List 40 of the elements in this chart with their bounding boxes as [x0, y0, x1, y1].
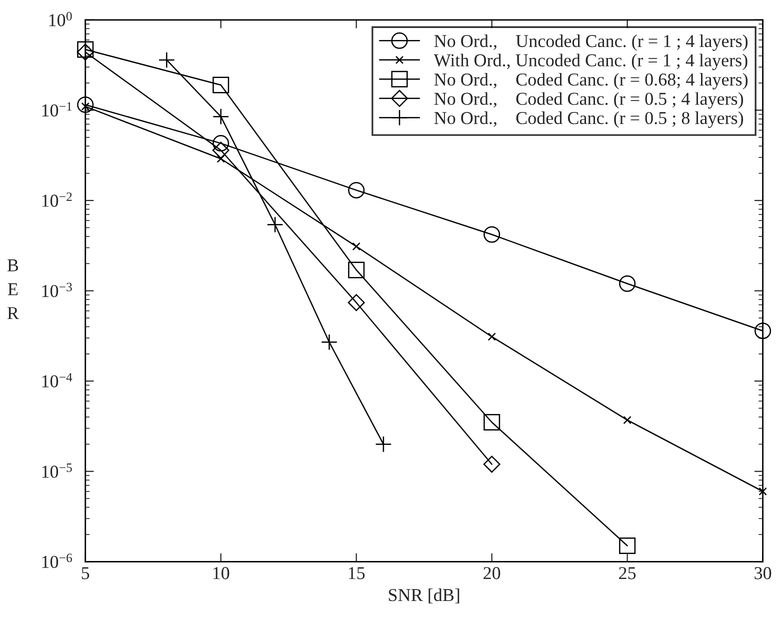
point — [758, 487, 767, 496]
point — [623, 416, 632, 424]
y-axis-title: BER — [7, 259, 19, 320]
point — [348, 182, 365, 198]
y-tick-label: 10$^{−4}$ — [42, 373, 72, 388]
y-tick-label: 10$^{−1}$ — [42, 102, 72, 117]
y-tick-label: 10$^{0}$ — [49, 12, 72, 26]
legend-label: No Ord., Uncoded Canc. (r = 1 ; 4 layers) — [434, 34, 748, 51]
point — [77, 41, 94, 58]
y-tick-label: 10$^{−2}$ — [42, 192, 72, 207]
point — [216, 154, 225, 163]
x-tick-label: 30 — [754, 567, 772, 580]
point — [212, 76, 230, 94]
point — [212, 142, 230, 159]
legend-label: No Ord., Coded Canc. (r = 0.5 ; 4 layers) — [434, 92, 744, 109]
point — [484, 414, 500, 431]
x-tick-label: 15 — [348, 567, 365, 580]
legend-label: With Ord., Uncoded Canc. (r = 1 ; 4 layers) — [434, 54, 748, 70]
point — [483, 456, 500, 473]
y-tick-label: 10$^{−6}$ — [42, 554, 72, 568]
point — [212, 135, 230, 152]
point — [348, 262, 365, 278]
point — [488, 332, 496, 341]
legend-label: No Ord., Coded Canc. (r = 0.68; 4 layers) — [434, 72, 748, 90]
legend-label: No Ord., Coded Canc. (r = 0.5 ; 8 layers) — [434, 111, 744, 128]
point — [484, 226, 500, 243]
x-tick-label: 5 — [82, 567, 90, 580]
x-tick-label: 10 — [213, 567, 230, 580]
point — [619, 538, 636, 554]
point — [76, 44, 94, 61]
y-tick-label: 10$^{−5}$ — [42, 464, 72, 478]
x-axis-title: SNR [dB] — [388, 588, 460, 604]
point — [77, 96, 94, 113]
point — [754, 322, 772, 340]
x-tick-label: 20 — [484, 567, 500, 580]
point — [619, 275, 636, 292]
x-tick-label: 25 — [619, 567, 636, 580]
y-tick-label: 10$^{−3}$ — [42, 282, 72, 298]
point — [348, 294, 365, 312]
point — [352, 242, 360, 251]
